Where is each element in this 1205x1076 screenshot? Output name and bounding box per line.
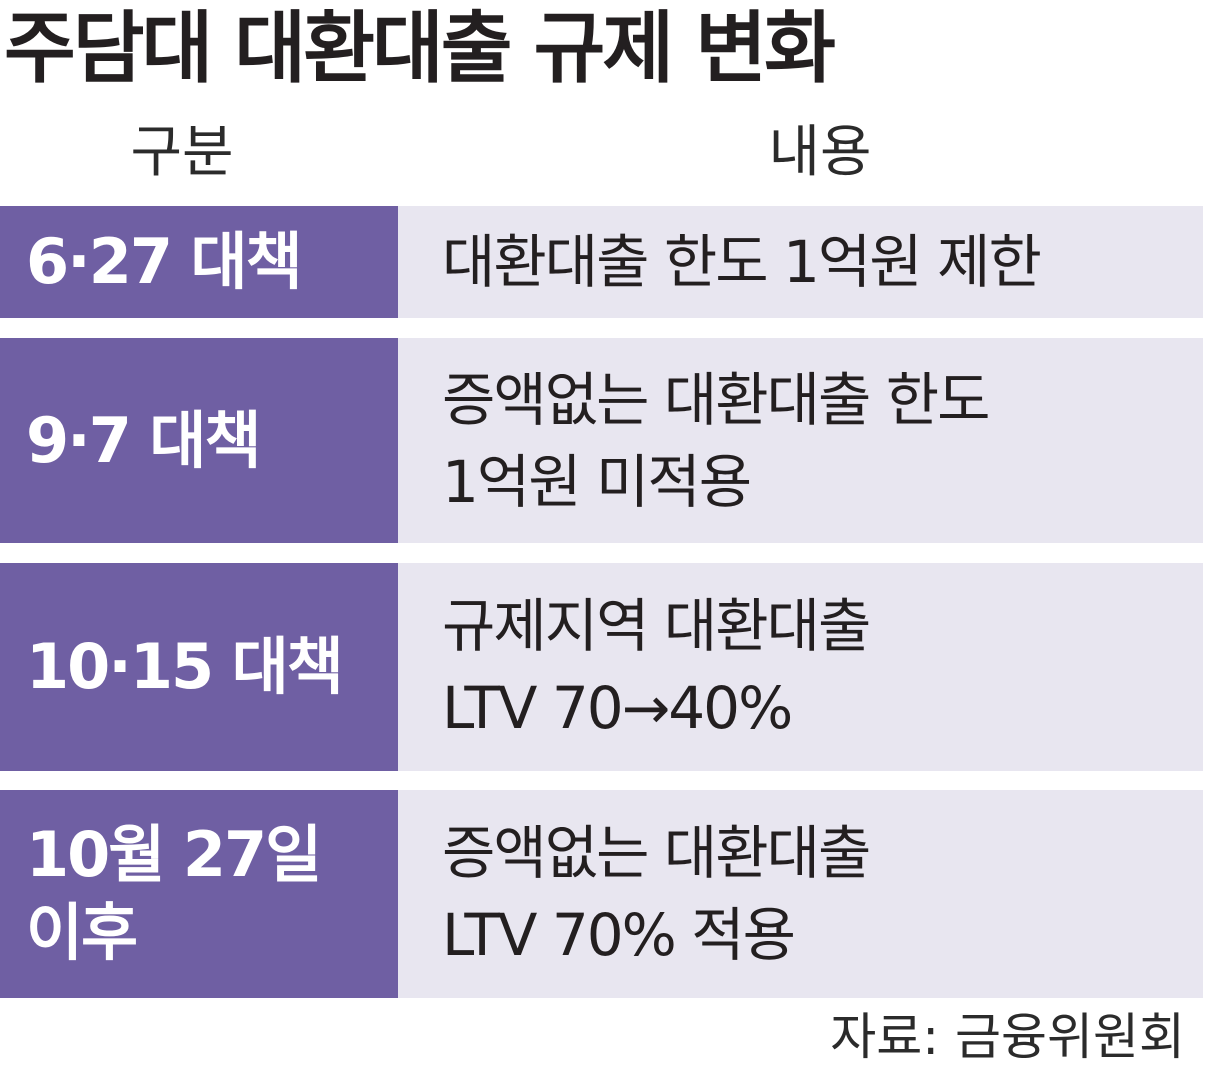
row-content-cell: 대환대출 한도 1억원 제한 (398, 206, 1203, 318)
row-content-text: 규제지역 대환대출 (442, 592, 871, 660)
row-content-text: 대환대출 한도 1억원 제한 (442, 228, 1042, 296)
row-content-text: 증액없는 대환대출 한도 (442, 365, 990, 434)
source-note: 자료: 금융위원회 (830, 1008, 1185, 1066)
table-row: 6·27 대책 대환대출 한도 1억원 제한 (0, 206, 1203, 318)
table-row: 9·7 대책 증액없는 대환대출 한도 1억원 미적용 (0, 338, 1203, 543)
row-content-text: LTV 70% 적용 (442, 901, 796, 969)
row-content-text: LTV 70→40% (442, 674, 793, 742)
column-header-category: 구분 (130, 120, 234, 185)
row-content-text: 1억원 미적용 (442, 447, 752, 516)
table-row: 10월 27일 이후 증액없는 대환대출 LTV 70% 적용 (0, 790, 1203, 998)
row-category-cell: 10월 27일 이후 (0, 790, 398, 998)
row-category-text: 10월 27일 (26, 818, 322, 891)
column-header-content: 내용 (768, 120, 872, 185)
row-category-text: 9·7 대책 (26, 403, 262, 477)
row-category-cell: 10·15 대책 (0, 563, 398, 771)
row-content-cell: 규제지역 대환대출 LTV 70→40% (398, 563, 1203, 771)
row-category-cell: 9·7 대책 (0, 338, 398, 543)
row-category-text: 이후 (26, 896, 138, 969)
row-category-cell: 6·27 대책 (0, 206, 398, 318)
row-category-text: 6·27 대책 (26, 225, 303, 298)
row-content-cell: 증액없는 대환대출 한도 1억원 미적용 (398, 338, 1203, 543)
page-title: 주담대 대환대출 규제 변화 (4, 4, 836, 94)
row-content-cell: 증액없는 대환대출 LTV 70% 적용 (398, 790, 1203, 998)
row-category-text: 10·15 대책 (26, 630, 344, 703)
table-row: 10·15 대책 규제지역 대환대출 LTV 70→40% (0, 563, 1203, 771)
row-content-text: 증액없는 대환대출 (442, 819, 871, 887)
